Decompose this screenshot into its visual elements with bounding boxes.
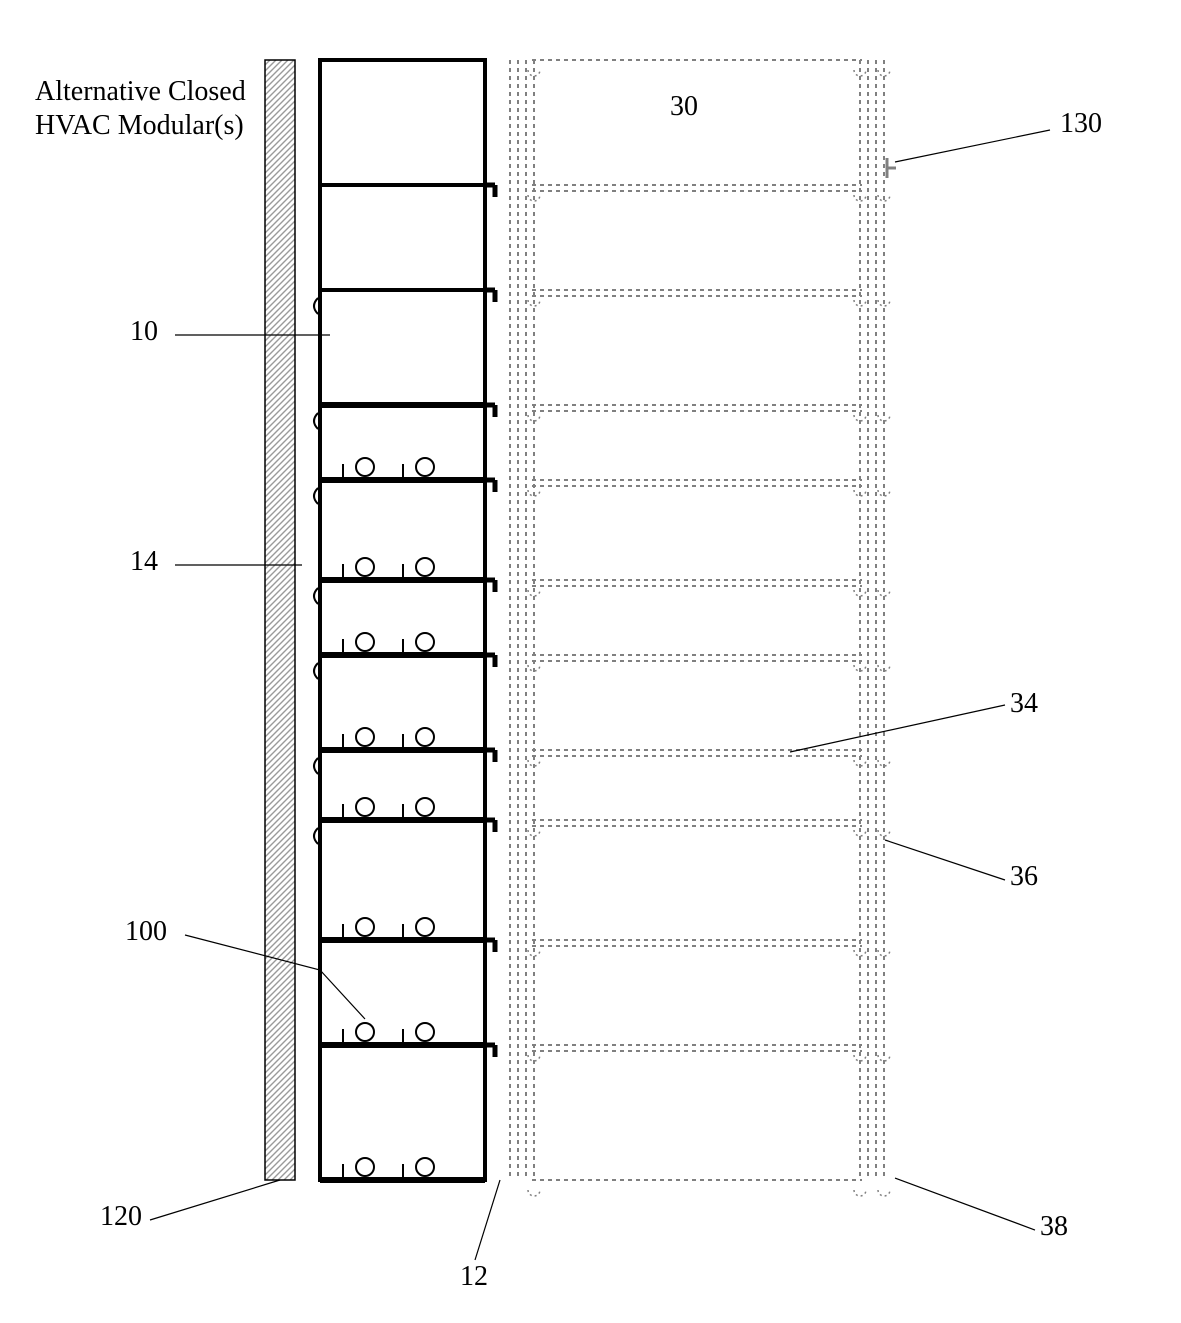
label-120: 120 xyxy=(100,1201,142,1232)
label-10: 10 xyxy=(130,316,158,347)
solid-stack-outline xyxy=(320,60,485,1180)
io-circle xyxy=(416,558,434,576)
wall-bracket xyxy=(314,298,318,314)
leader-120 xyxy=(150,1180,280,1220)
label-100: 100 xyxy=(125,916,167,947)
io-circle xyxy=(416,798,434,816)
io-circle xyxy=(416,728,434,746)
io-circle xyxy=(356,633,374,651)
leader-130 xyxy=(895,130,1050,162)
io-circle xyxy=(356,558,374,576)
io-circle xyxy=(416,458,434,476)
io-circle xyxy=(356,918,374,936)
wall-bracket xyxy=(314,488,318,504)
io-circle xyxy=(416,633,434,651)
io-circle xyxy=(356,1023,374,1041)
io-circle xyxy=(416,1023,434,1041)
io-circle xyxy=(356,458,374,476)
label-34: 34 xyxy=(1010,688,1038,719)
leader-34 xyxy=(790,705,1005,752)
wall-bracket xyxy=(314,828,318,844)
label-130: 130 xyxy=(1060,108,1102,139)
label-30: 30 xyxy=(670,91,698,122)
io-circle xyxy=(416,918,434,936)
wall-bracket xyxy=(314,663,318,679)
label-14: 14 xyxy=(130,546,158,577)
label-38: 38 xyxy=(1040,1211,1068,1242)
label-36: 36 xyxy=(1010,861,1038,892)
leader-38 xyxy=(895,1178,1035,1230)
wall-bracket xyxy=(314,758,318,774)
io-circle xyxy=(416,1158,434,1176)
leader-12 xyxy=(475,1180,500,1260)
io-circle xyxy=(356,798,374,816)
wall-bracket xyxy=(314,588,318,604)
leader-36 xyxy=(885,840,1005,880)
wall-bracket xyxy=(314,413,318,429)
io-circle xyxy=(356,1158,374,1176)
corner-arc xyxy=(878,1190,890,1196)
corner-arc xyxy=(528,1190,540,1196)
io-circle xyxy=(356,728,374,746)
title-text: Alternative ClosedHVAC Modular(s) xyxy=(35,76,246,141)
hatched-bar xyxy=(265,60,295,1180)
label-12: 12 xyxy=(460,1261,488,1292)
corner-arc xyxy=(854,1190,866,1196)
